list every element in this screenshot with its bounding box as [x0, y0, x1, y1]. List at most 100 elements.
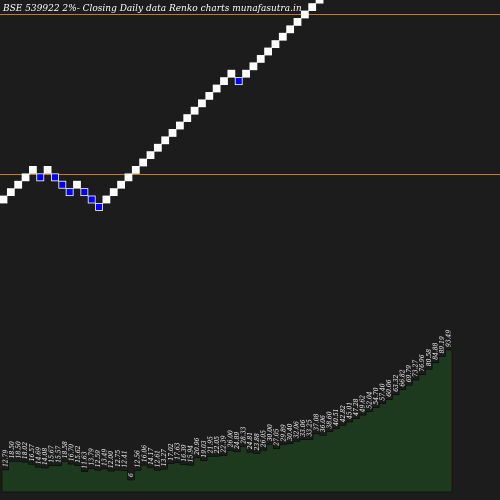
- volume-label: 12.61: [155, 450, 162, 467]
- volume-label: 26.00: [227, 430, 234, 448]
- volume-label: 13.49: [102, 449, 109, 466]
- renko-brick: [73, 180, 81, 189]
- renko-brick: [198, 99, 206, 108]
- volume-label: 16.57: [29, 444, 36, 461]
- renko-brick: [161, 136, 170, 145]
- volume-label: 30.40: [287, 423, 294, 440]
- volume-label: 73.27: [413, 360, 420, 377]
- volume-label: 13.27: [161, 449, 168, 466]
- volume-label: 29.89: [280, 424, 287, 442]
- volume-labels: 12.79 18.50 18.50 18.02 16.57 14.69 14.08 15.67…: [2, 330, 452, 477]
- volume-label: 93.49: [446, 330, 453, 347]
- volume-label: 15.67: [49, 445, 56, 462]
- renko-brick: [109, 188, 118, 197]
- volume-label: 38.60: [327, 411, 334, 428]
- renko-brick: [220, 77, 228, 86]
- renko-brick: [212, 84, 221, 93]
- volume-label: 12.59: [95, 450, 102, 467]
- volume-label: 12.00: [108, 451, 115, 468]
- renko-brick: [249, 62, 258, 71]
- volume-label: 12.75: [115, 450, 122, 467]
- volume-profile: [1, 349, 453, 493]
- volume-label: 76.96: [419, 354, 426, 371]
- renko-brick: [234, 77, 243, 86]
- volume-label: 45.01: [346, 402, 353, 420]
- volume-label: 47.28: [353, 398, 360, 416]
- volume-label: 40.51: [333, 409, 340, 427]
- volume-label: 54.70: [373, 387, 380, 404]
- renko-brick: [95, 202, 103, 211]
- volume-label: 33.06: [300, 419, 307, 436]
- volume-label: 26.05: [260, 430, 267, 448]
- renko-brick: [124, 173, 133, 182]
- volume-label: 24.89: [234, 432, 241, 450]
- volume-label: 15.94: [188, 445, 195, 462]
- volume-label: 42.82: [340, 405, 347, 423]
- renko-brick: [205, 91, 214, 100]
- volume-label: 84.88: [433, 342, 440, 359]
- volume-label: 14.17: [148, 448, 155, 465]
- volume-label: 23.88: [254, 433, 261, 451]
- volume-label: 69.79: [406, 365, 413, 382]
- volume-label: 18.50: [16, 441, 23, 458]
- volume-label: 32.06: [294, 421, 301, 438]
- renko-brick: [102, 195, 111, 204]
- renko-brick: [242, 69, 250, 78]
- renko-brick: [190, 106, 199, 115]
- volume-label: 16.70: [69, 444, 76, 461]
- volume-label: 21.95: [208, 436, 215, 454]
- volume-label: 36.06: [320, 415, 327, 432]
- volume-label: 60.06: [386, 379, 393, 396]
- volume-label: 22.05: [214, 436, 221, 454]
- renko-brick: [183, 114, 192, 123]
- volume-label: 89.19: [439, 336, 446, 353]
- volume-label: 37.08: [313, 413, 320, 430]
- renko-brick: [168, 129, 177, 137]
- volume-label: 12.56: [135, 450, 142, 467]
- volume-label: 18.02: [22, 442, 29, 459]
- renko-brick: [0, 195, 8, 204]
- volume-area: [1, 349, 453, 493]
- renko-brick: [278, 32, 287, 41]
- volume-label: 27.05: [274, 428, 281, 446]
- volume-label: 18.50: [9, 441, 16, 458]
- volume-label: 13.79: [88, 448, 95, 465]
- renko-brick: [58, 180, 67, 189]
- volume-label: 57.40: [380, 383, 387, 400]
- volume-label: 15.57: [55, 445, 62, 462]
- renko-brick: [21, 173, 30, 182]
- volume-label: 12.41: [121, 450, 128, 467]
- renko-brick: [131, 165, 140, 174]
- volume-label: 24.81: [247, 432, 254, 450]
- volume-label: 30.00: [267, 424, 274, 441]
- volume-label: 19.03: [201, 440, 208, 457]
- renko-brick: [6, 188, 15, 197]
- renko-brick: [14, 180, 23, 189]
- renko-brick: [308, 3, 317, 12]
- renko-brick: [28, 165, 37, 174]
- volume-label: 52.04: [366, 391, 373, 408]
- volume-label: 33.25: [307, 419, 314, 436]
- renko-brick: [36, 173, 45, 182]
- renko-brick: [286, 25, 295, 34]
- renko-brick: [227, 69, 236, 78]
- volume-label: 18.58: [62, 441, 69, 458]
- chart-title: BSE 539922 2%- Closing Daily data Renko …: [2, 4, 302, 14]
- renko-brick: [264, 47, 273, 56]
- reference-lines: [0, 14, 500, 175]
- volume-label: 28.33: [241, 426, 248, 444]
- renko-brick: [315, 0, 324, 4]
- volume-label: 49.62: [360, 395, 367, 413]
- renko-brick: [43, 165, 52, 174]
- volume-label: 80.58: [426, 349, 433, 366]
- volume-label: 14.69: [35, 447, 42, 464]
- volume-label: 17.02: [168, 443, 175, 460]
- renko-brick: [256, 54, 265, 63]
- volume-label: 16.06: [141, 445, 148, 462]
- volume-label: 17.63: [174, 442, 181, 459]
- renko-brick: [117, 180, 125, 189]
- renko-brick: [153, 143, 162, 152]
- renko-brick: [300, 10, 309, 19]
